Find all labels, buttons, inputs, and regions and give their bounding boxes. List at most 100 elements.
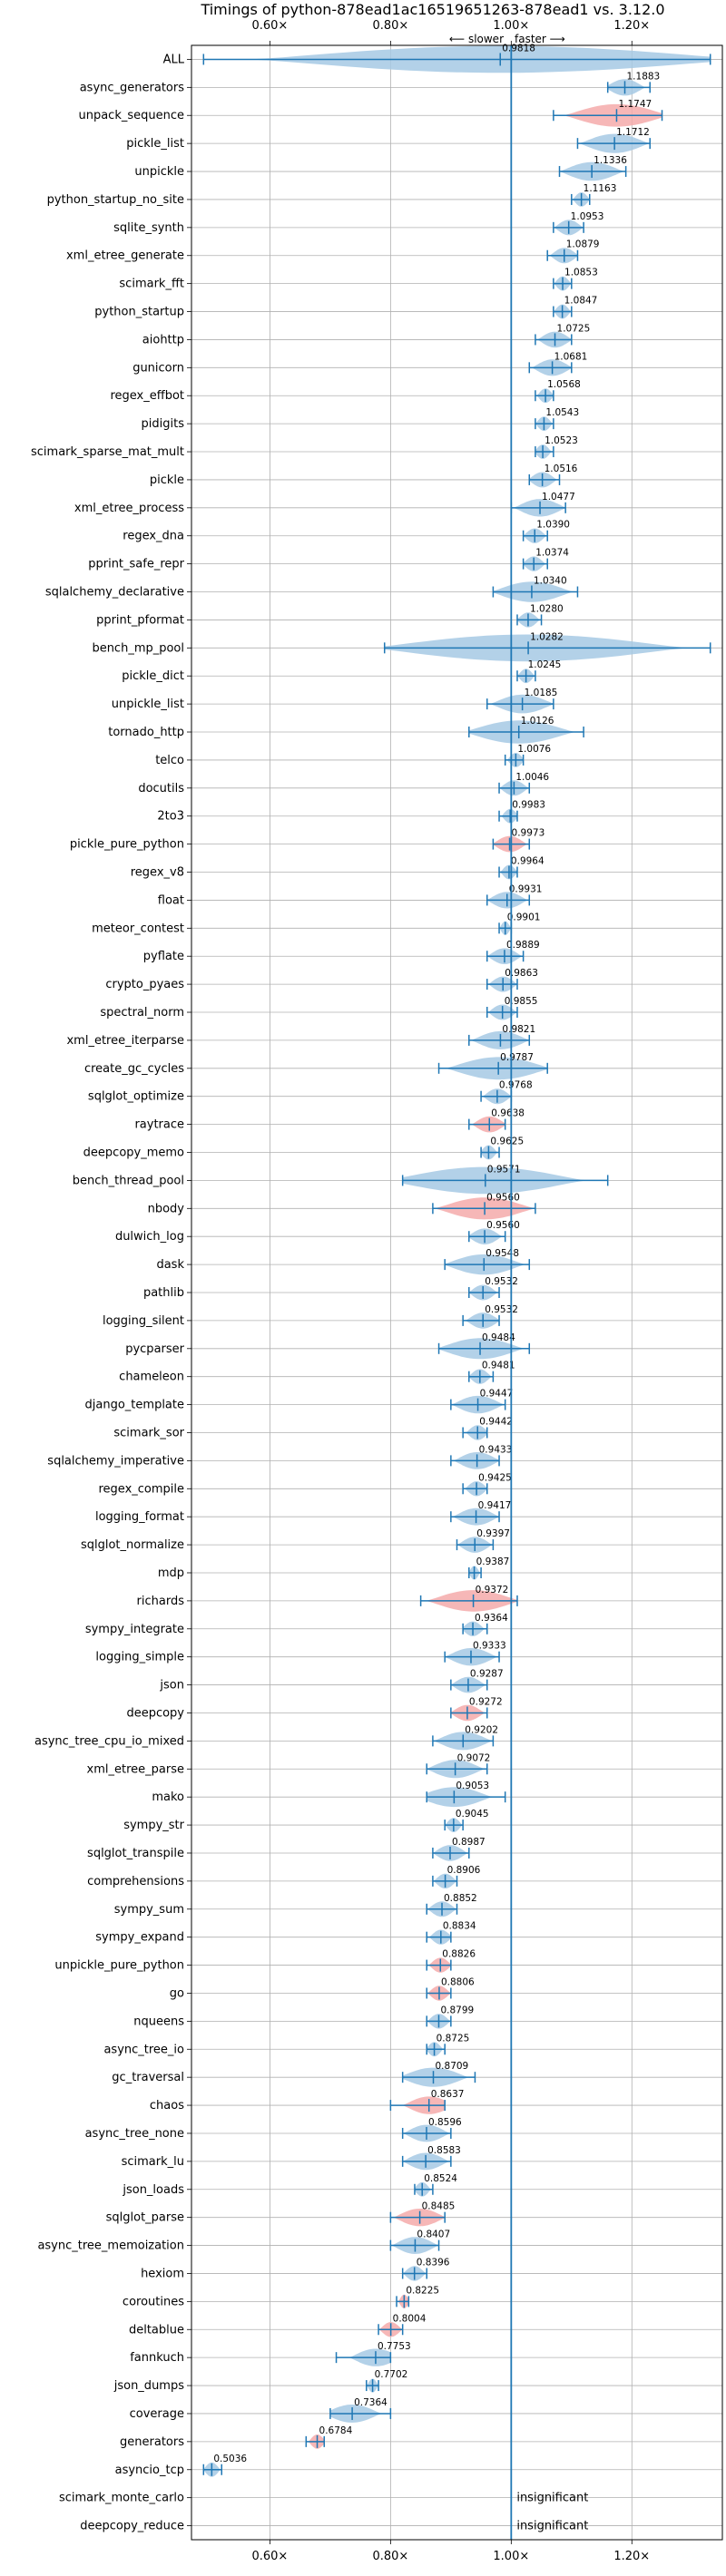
y-tick-label: go	[170, 1986, 184, 2000]
value-label: 0.8637	[431, 2089, 465, 2100]
value-label: 1.0245	[528, 659, 562, 670]
y-tick-label: python_startup_no_site	[47, 193, 184, 207]
plot-frame	[191, 44, 723, 2541]
y-tick-label: async_generators	[80, 81, 185, 94]
y-tick-label: xml_etree_generate	[66, 249, 184, 263]
row-labels: ALL0.9818async_generators1.1883unpack_se…	[31, 43, 660, 2532]
y-tick-label: aiohttp	[142, 333, 184, 346]
y-tick-label: raytrace	[134, 1118, 184, 1132]
violin-series	[202, 45, 711, 2477]
y-tick-label: dulwich_log	[115, 1230, 184, 1244]
chart-title: Timings of python-878ead1ac16519651263-8…	[200, 1, 664, 18]
value-label: 0.9855	[505, 996, 538, 1007]
y-tick-label: generators	[120, 2435, 184, 2449]
value-label: 0.9287	[470, 1669, 504, 1680]
value-label: 0.8583	[427, 2145, 461, 2156]
value-label: 0.9484	[482, 1332, 515, 1343]
value-label: 0.9202	[465, 1724, 498, 1735]
y-tick-label: crypto_pyaes	[105, 978, 184, 991]
y-tick-label: logging_simple	[95, 1651, 184, 1664]
x-tick-label-top: 0.60×	[251, 19, 288, 33]
value-label: 0.9272	[469, 1696, 503, 1707]
y-tick-label: mdp	[158, 1566, 184, 1580]
value-label: 1.0681	[554, 351, 588, 362]
value-label: 1.0523	[544, 435, 578, 446]
y-tick-label: xml_etree_parse	[87, 1762, 184, 1776]
x-tick-label-bottom: 1.00×	[493, 2550, 529, 2563]
y-tick-label: sqlglot_parse	[106, 2211, 184, 2225]
value-label: 1.0543	[545, 407, 579, 418]
value-label: 0.8485	[422, 2201, 456, 2212]
y-tick-label: json	[159, 1679, 184, 1693]
value-label: 0.9863	[505, 968, 538, 979]
y-tick-label: pyflate	[143, 950, 184, 963]
y-tick-label: pycparser	[125, 1342, 184, 1356]
value-label: 0.9973	[512, 828, 545, 839]
value-label: 0.9964	[511, 856, 544, 867]
y-tick-label: django_template	[85, 1399, 184, 1412]
y-tick-label: logging_silent	[103, 1314, 184, 1328]
y-tick-label: dask	[156, 1258, 184, 1272]
value-label: 1.0076	[517, 744, 551, 755]
y-tick-label: sympy_str	[123, 1819, 184, 1832]
value-label: 0.9333	[473, 1641, 506, 1652]
x-tick-label-bottom: 1.20×	[613, 2550, 650, 2563]
value-label: 0.8799	[440, 2005, 474, 2015]
y-tick-label: coverage	[130, 2407, 184, 2421]
value-label: 1.1712	[616, 127, 650, 138]
value-label: 0.9433	[479, 1444, 513, 1455]
y-tick-label: json_loads	[122, 2183, 184, 2197]
y-tick-label: unpickle_list	[112, 698, 184, 711]
y-tick-label: sqlglot_transpile	[87, 1847, 184, 1860]
y-tick-label: sqlalchemy_imperative	[47, 1454, 184, 1468]
y-tick-label: sqlite_synth	[113, 221, 184, 235]
value-label: 1.1883	[627, 71, 661, 82]
value-label: 1.1747	[618, 99, 652, 110]
y-tick-label: unpack_sequence	[78, 109, 184, 122]
value-label: 0.9548	[486, 1248, 519, 1259]
value-label: 0.9481	[482, 1361, 515, 1371]
y-tick-label: scimark_lu	[122, 2155, 184, 2169]
value-label: 0.6784	[319, 2425, 353, 2436]
y-tick-label: unpickle	[134, 165, 184, 179]
value-label: 0.7364	[354, 2397, 388, 2408]
y-tick-label: docutils	[138, 782, 184, 795]
value-label: 0.8225	[406, 2285, 439, 2296]
value-label: 0.9442	[479, 1416, 513, 1427]
value-label: 1.1163	[584, 183, 617, 194]
y-tick-label: unpickle_pure_python	[54, 1959, 184, 1973]
y-tick-label: deepcopy_memo	[83, 1147, 184, 1160]
y-tick-label: scimark_monte_carlo	[59, 2492, 184, 2505]
y-tick-label: async_tree_io	[103, 2043, 184, 2056]
value-label: 1.0126	[521, 716, 554, 727]
value-label: 0.8004	[393, 2313, 427, 2324]
value-label: 0.9560	[486, 1192, 520, 1203]
y-tick-label: pickle_pure_python	[70, 838, 184, 852]
y-tick-label: hexiom	[141, 2267, 184, 2280]
y-tick-label: pickle	[150, 473, 184, 487]
value-label: 0.9417	[478, 1500, 512, 1511]
y-tick-label: scimark_sor	[113, 1426, 184, 1439]
y-tick-label: deepcopy_reduce	[80, 2520, 184, 2533]
y-tick-label: sympy_integrate	[85, 1623, 184, 1636]
value-label: 0.8826	[442, 1949, 476, 1960]
y-tick-label: fannkuch	[130, 2351, 184, 2365]
y-tick-label: mako	[152, 1791, 184, 1804]
y-tick-label: logging_format	[95, 1510, 184, 1524]
value-label: 0.9364	[475, 1613, 508, 1624]
value-label: 0.8906	[447, 1865, 481, 1876]
value-label: 0.9638	[491, 1108, 525, 1119]
y-tick-label: python_startup	[94, 306, 184, 319]
y-tick-label: sympy_sum	[114, 1903, 184, 1917]
y-tick-label: chaos	[150, 2099, 184, 2113]
value-label: 0.8524	[424, 2173, 457, 2184]
y-tick-label: tornado_http	[108, 726, 184, 739]
y-tick-label: json_dumps	[113, 2379, 184, 2393]
y-tick-label: pickle_dict	[122, 669, 184, 683]
value-label: 1.0477	[542, 492, 575, 503]
value-label: 0.9532	[485, 1276, 518, 1287]
value-label: 1.0046	[515, 772, 549, 783]
value-label: 0.9983	[512, 800, 545, 811]
value-label: 0.8834	[443, 1921, 476, 1932]
